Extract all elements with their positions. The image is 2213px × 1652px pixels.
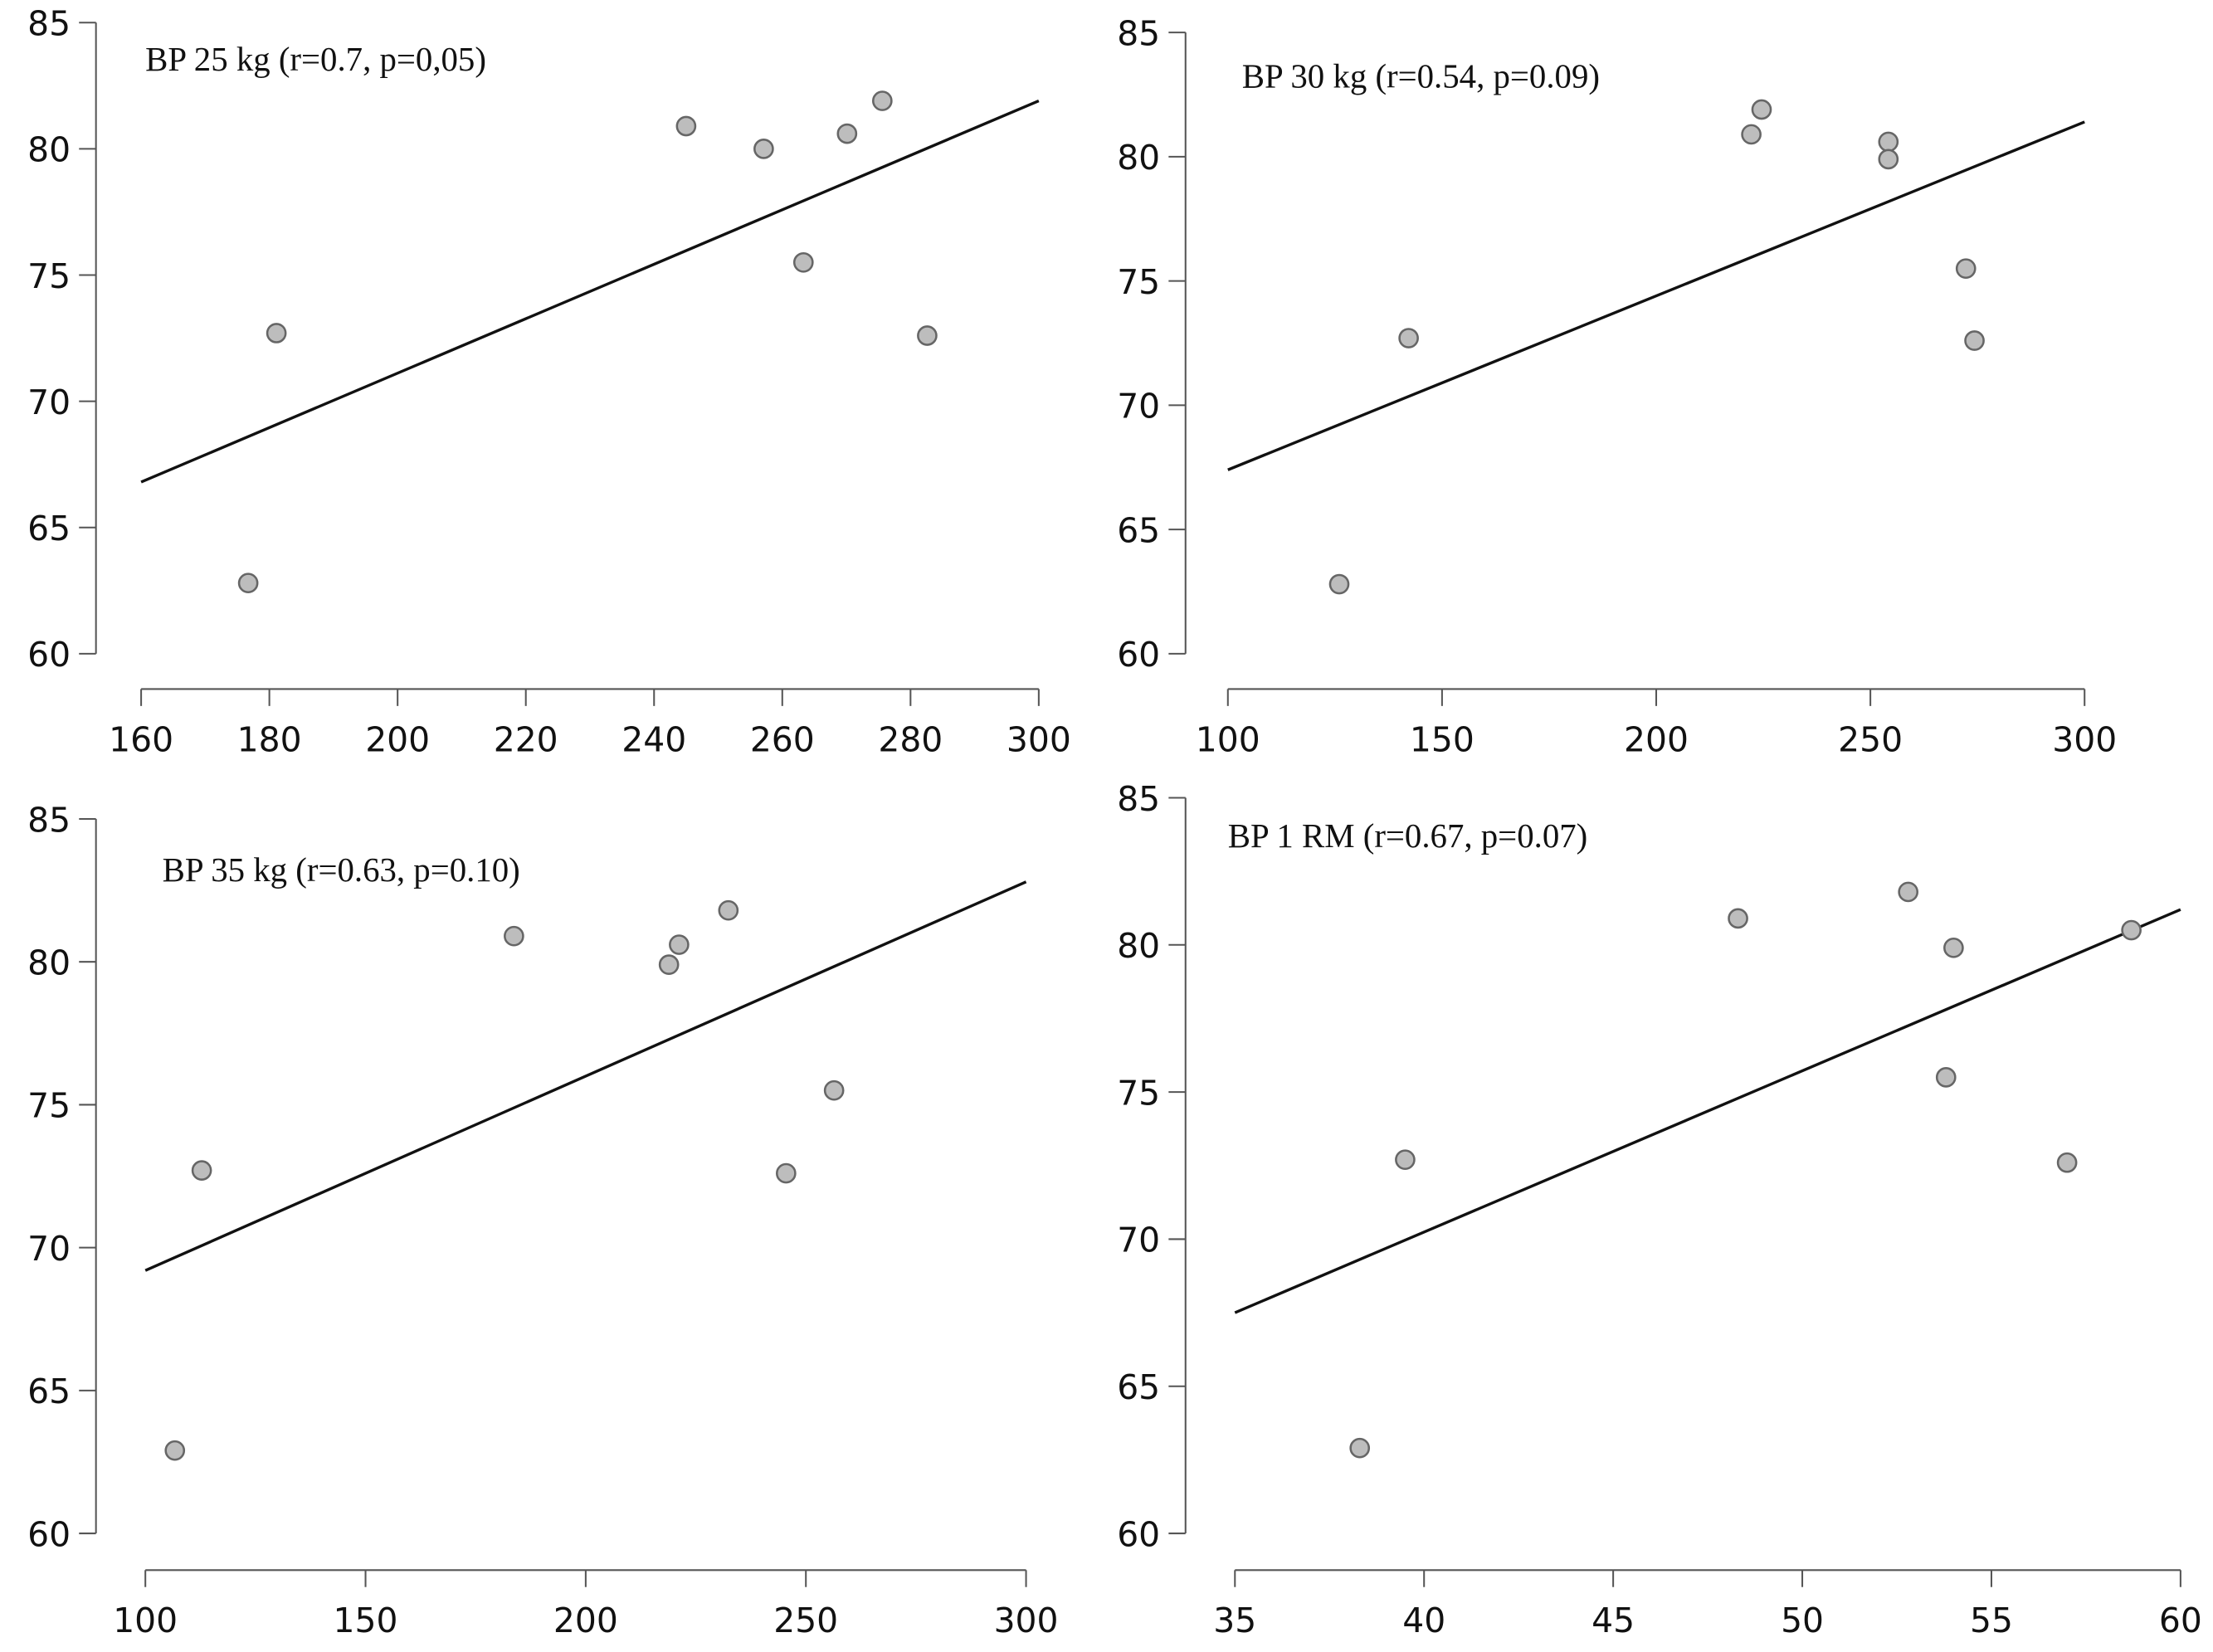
data-point <box>1398 328 1419 348</box>
regression-line <box>1234 908 2181 1314</box>
y-tick-label: 60 <box>1117 635 1160 675</box>
data-point <box>675 115 697 137</box>
y-tick-label: 60 <box>27 1514 71 1554</box>
regression-line <box>140 99 1040 484</box>
y-tick-label: 70 <box>1117 387 1160 426</box>
x-tick-label: 200 <box>365 719 430 759</box>
x-tick-label: 55 <box>1970 1601 2013 1640</box>
panel-title: BP 35 kg (r=0.63, p=0.10) <box>163 851 520 889</box>
x-tick-label: 280 <box>878 719 943 759</box>
x-tick-label: 220 <box>494 719 558 759</box>
y-tick-label: 75 <box>27 256 71 296</box>
data-point <box>164 1440 186 1461</box>
x-tick-label: 35 <box>1213 1601 1256 1640</box>
x-tick-label: 250 <box>1838 719 1903 759</box>
data-point <box>1964 330 1985 351</box>
data-point <box>1935 1067 1957 1088</box>
data-point <box>823 1079 845 1101</box>
x-tick-label: 45 <box>1592 1601 1635 1640</box>
x-tick-label: 300 <box>2052 719 2117 759</box>
y-tick-label: 70 <box>27 1229 71 1269</box>
data-point <box>1349 1437 1371 1459</box>
panel-title: BP 25 kg (r=0.7, p=0,05) <box>145 41 486 78</box>
data-point <box>718 899 739 921</box>
scatter-panel-3: 60 65 70 75 80 85 100 150 200 250 300 BP 35 kg (r=0… <box>27 800 1058 1640</box>
data-point <box>1741 124 1762 145</box>
x-tick-label: 240 <box>621 719 686 759</box>
y-tick-label: 65 <box>1117 510 1160 550</box>
data-point <box>1878 131 1899 153</box>
data-point <box>1898 881 1919 903</box>
y-tick-label: 70 <box>27 383 71 422</box>
x-tick-label: 100 <box>1196 719 1260 759</box>
data-point <box>792 251 814 273</box>
x-tick-label: 150 <box>334 1601 398 1640</box>
y-tick-label: 85 <box>1117 13 1160 53</box>
y-tick-label: 85 <box>27 4 71 44</box>
x-tick-label: 260 <box>750 719 815 759</box>
x-tick-label: 180 <box>237 719 302 759</box>
y-tick-label: 60 <box>1117 1514 1160 1554</box>
x-tick-label: 60 <box>2159 1601 2202 1640</box>
scatter-panel-2: 60 65 70 75 80 85 100 150 200 250 300 BP 30 kg (r=0… <box>1117 13 2117 759</box>
y-tick-label: 65 <box>1117 1367 1160 1407</box>
y-tick-label: 80 <box>1117 926 1160 966</box>
regression-line <box>1227 120 2085 471</box>
data-point <box>2121 919 2142 941</box>
data-point <box>836 123 858 144</box>
y-tick-label: 75 <box>1117 1073 1160 1113</box>
y-tick-label: 85 <box>1117 779 1160 819</box>
panel-title: BP 30 kg (r=0.54, p=0.09) <box>1242 57 1600 95</box>
data-point <box>1878 149 1899 170</box>
y-tick-label: 75 <box>27 1086 71 1126</box>
data-point <box>753 139 774 159</box>
x-tick-label: 300 <box>1007 719 1071 759</box>
data-point <box>1728 908 1748 929</box>
data-point <box>191 1160 212 1181</box>
x-tick-label: 160 <box>109 719 173 759</box>
y-tick-label: 70 <box>1117 1221 1160 1260</box>
data-point <box>504 925 524 947</box>
data-point <box>1943 937 1964 958</box>
data-point <box>775 1162 797 1184</box>
y-tick-label: 65 <box>27 509 71 548</box>
y-tick-label: 80 <box>27 943 71 983</box>
data-point <box>266 323 287 344</box>
data-point <box>871 90 893 111</box>
y-tick-label: 80 <box>1117 138 1160 178</box>
y-tick-label: 80 <box>27 130 71 170</box>
data-point <box>669 934 690 955</box>
x-tick-label: 40 <box>1402 1601 1445 1640</box>
x-tick-label: 50 <box>1781 1601 1824 1640</box>
panel-title: BP 1 RM (r=0.67, p=0.07) <box>1228 817 1587 855</box>
data-point <box>237 573 259 594</box>
y-tick-label: 75 <box>1117 262 1160 302</box>
x-tick-label: 250 <box>773 1601 838 1640</box>
data-point <box>658 954 680 975</box>
scatter-panel-1: 60 65 70 75 80 85 160 180 200 220 240 260 280 300 BP 2… <box>27 4 1071 760</box>
x-tick-label: 200 <box>1624 719 1689 759</box>
x-tick-label: 200 <box>553 1601 618 1640</box>
data-point <box>1328 573 1350 595</box>
y-tick-label: 65 <box>27 1372 71 1411</box>
y-tick-label: 85 <box>27 800 71 840</box>
x-tick-label: 150 <box>1410 719 1475 759</box>
x-tick-label: 100 <box>113 1601 178 1640</box>
scatter-panel-4: 60 65 70 75 80 85 35 40 45 50 55 60 BP 1 RM (r=0.67,… <box>1117 779 2202 1640</box>
data-point <box>1395 1149 1416 1171</box>
data-point <box>2056 1152 2078 1173</box>
data-point <box>1955 258 1977 280</box>
data-point <box>917 325 938 346</box>
data-point <box>1751 99 1772 120</box>
regression-line <box>144 880 1027 1272</box>
y-tick-label: 60 <box>27 635 71 675</box>
x-tick-label: 300 <box>994 1601 1059 1640</box>
